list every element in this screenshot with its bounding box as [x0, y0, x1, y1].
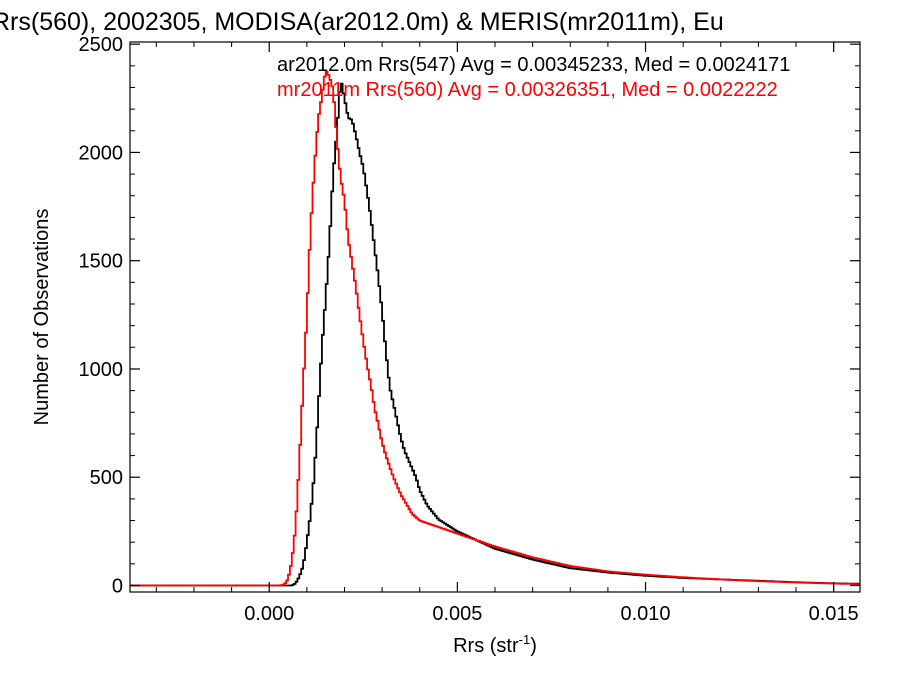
- y-tick-label: 2000: [79, 142, 124, 164]
- x-axis-label-close: ): [530, 635, 537, 657]
- y-tick-label: 500: [90, 467, 123, 489]
- y-tick-label: 0: [112, 576, 123, 598]
- y-tick-label: 2500: [79, 34, 124, 56]
- x-tick-label: 0.010: [620, 603, 670, 625]
- x-axis-label-superscript: -1: [519, 632, 531, 647]
- x-axis-label-main: Rrs (str: [453, 635, 519, 657]
- y-tick-label: 1500: [79, 251, 124, 273]
- x-tick-label: 0.000: [244, 603, 294, 625]
- chart-title: Rrs(560), 2002305, MODISA(ar2012.0m) & M…: [0, 8, 724, 36]
- ticks-layer: 0.000 0.005 0.010 0.015 0 500 1000 1500 2000 2500: [79, 34, 860, 625]
- series-layer: [130, 70, 860, 587]
- x-tick-label: 0.015: [809, 603, 859, 625]
- y-axis-label: Number of Observations: [31, 209, 53, 426]
- x-tick-label: 0.005: [432, 603, 482, 625]
- legend-entry-mr2011: mr2011m Rrs(560) Avg = 0.00326351, Med =…: [277, 79, 778, 101]
- series-line-mr2011: [130, 70, 860, 587]
- y-tick-label: 1000: [79, 359, 124, 381]
- legend-entry-ar2012: ar2012.0m Rrs(547) Avg = 0.00345233, Med…: [277, 54, 790, 76]
- x-axis-label: Rrs (str-1): [453, 632, 537, 657]
